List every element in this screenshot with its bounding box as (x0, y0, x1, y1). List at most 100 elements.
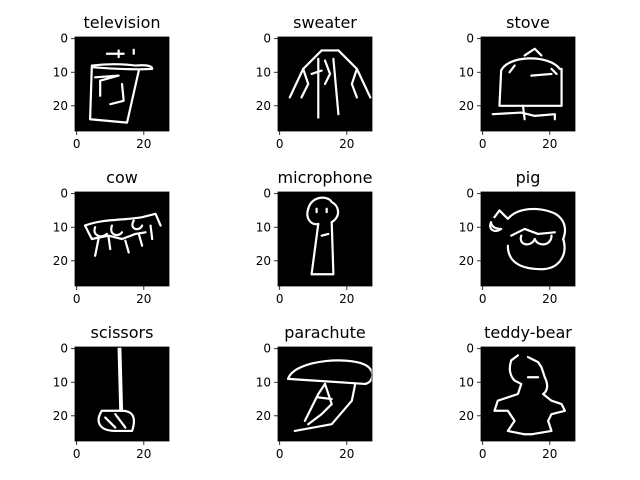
y-tick-label: 20 (256, 99, 271, 113)
image-area (278, 192, 372, 286)
y-tick-label: 10 (256, 65, 271, 79)
y-tick-label: 10 (459, 220, 474, 234)
x-tick-label: 0 (276, 292, 284, 306)
stroke-9 (312, 71, 322, 74)
stroke-5 (494, 381, 524, 435)
x-tick-label: 20 (339, 137, 354, 151)
stroke-3 (94, 227, 106, 236)
y-tick-label: 0 (263, 32, 271, 46)
stroke-2 (85, 226, 145, 239)
x-tick-label: 0 (73, 137, 81, 151)
stroke-4 (302, 69, 309, 98)
x-tick-label: 20 (542, 292, 557, 306)
x-tick-label: 0 (276, 137, 284, 151)
x-tick-label: 20 (542, 137, 557, 151)
stroke-6 (322, 234, 329, 236)
stroke-8 (325, 61, 330, 85)
y-tick-label: 0 (466, 342, 474, 356)
panel-title: television (83, 13, 160, 32)
y-tick-label: 10 (256, 220, 271, 234)
scissors-icon (99, 349, 134, 431)
axes-frame (480, 191, 576, 287)
teddy-bear-icon (494, 355, 565, 434)
cow-icon (85, 214, 161, 256)
stroke-6 (95, 76, 119, 81)
panel-title: parachute (284, 323, 366, 342)
x-tick-label: 0 (276, 447, 284, 461)
stroke-4 (92, 64, 152, 69)
stroke-2 (307, 209, 318, 224)
x-tick-label: 20 (136, 292, 151, 306)
stroke-5 (115, 414, 125, 427)
stroke-8 (110, 84, 123, 104)
axes-frame (480, 36, 576, 132)
stroke-7 (333, 59, 338, 114)
panel-title: stove (506, 13, 550, 32)
stroke-2 (511, 355, 518, 360)
y-tick-label: 20 (256, 409, 271, 423)
image-area (481, 347, 575, 441)
axes-frame (74, 346, 170, 442)
stroke-5 (552, 69, 557, 74)
stroke-10 (151, 226, 153, 239)
y-tick-label: 10 (256, 375, 271, 389)
stroke-4 (521, 236, 535, 245)
parachute-icon (288, 360, 372, 431)
y-tick-label: 10 (459, 375, 474, 389)
y-tick-label: 0 (60, 187, 68, 201)
stove-icon (493, 49, 562, 120)
stroke-3 (499, 69, 561, 106)
y-tick-label: 0 (263, 342, 271, 356)
stroke-4 (105, 418, 115, 428)
stroke-7 (109, 237, 111, 249)
panel-title: scissors (91, 323, 154, 342)
y-tick-label: 0 (60, 32, 68, 46)
stroke-1 (85, 214, 161, 226)
panel-title: pig (516, 168, 541, 187)
axes-frame (277, 36, 373, 132)
stroke-7 (523, 106, 525, 119)
stroke-4 (538, 362, 545, 377)
stroke-5 (535, 236, 552, 245)
stroke-5 (352, 69, 357, 98)
panel-sweater: sweater 0 20 0 10 20 (256, 13, 372, 151)
panel-television: television 0 20 0 10 20 (53, 13, 170, 151)
stroke-1 (308, 198, 338, 223)
y-tick-label: 20 (459, 254, 474, 268)
stroke-5 (111, 226, 122, 235)
stroke-3 (99, 411, 134, 431)
axes-frame (74, 36, 170, 132)
x-tick-label: 20 (339, 292, 354, 306)
y-tick-label: 20 (53, 409, 68, 423)
stroke-3 (312, 222, 334, 274)
television-icon (90, 50, 152, 123)
stroke-4 (510, 66, 515, 73)
y-tick-label: 10 (53, 65, 68, 79)
microphone-icon (307, 198, 338, 275)
panel-title: cow (106, 168, 138, 187)
y-tick-label: 10 (53, 220, 68, 234)
stroke-1 (510, 360, 515, 380)
y-tick-label: 20 (459, 409, 474, 423)
y-tick-label: 20 (459, 99, 474, 113)
image-area (481, 192, 575, 286)
y-tick-label: 10 (53, 375, 68, 389)
y-tick-label: 20 (256, 254, 271, 268)
panel-cow: cow 0 20 0 10 20 (53, 168, 170, 306)
x-tick-label: 20 (542, 447, 557, 461)
sweater-icon (290, 50, 371, 117)
x-tick-label: 20 (136, 447, 151, 461)
stroke-6 (493, 113, 555, 120)
stroke-1 (120, 349, 122, 411)
panel-title: sweater (293, 13, 357, 32)
axes-frame (277, 191, 373, 287)
stroke-7 (552, 212, 565, 239)
stroke-2 (288, 379, 365, 384)
stroke-9 (139, 234, 142, 246)
x-tick-label: 0 (73, 292, 81, 306)
stroke-6 (295, 384, 355, 431)
x-tick-label: 0 (479, 292, 487, 306)
stroke-2 (490, 222, 501, 231)
y-tick-label: 0 (60, 342, 68, 356)
